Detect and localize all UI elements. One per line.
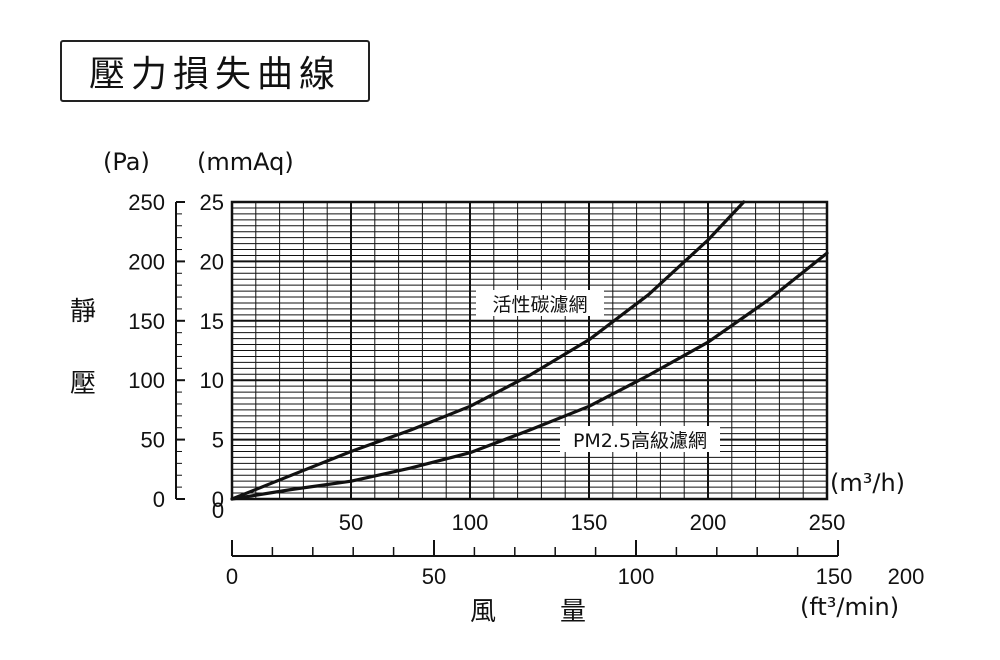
x2-tick-label: 50 [422,564,446,589]
y-tick-label-pa: 0 [153,487,165,512]
y-tick-label-pa: 150 [128,309,165,334]
series-activated-carbon-curve [230,200,746,501]
y-tick-label-mmaq: 0 [212,487,224,512]
series-layer [230,200,829,501]
y-tick-label-pa: 250 [128,190,165,215]
y-tick-label-pa: 200 [128,249,165,274]
x2-unit-cfm: (ft³/min) [800,593,899,621]
x-tick-label: 150 [571,510,608,535]
x-tick-label: 100 [452,510,489,535]
x-axis-title-char-1: 風 [470,597,496,627]
grid [230,200,829,501]
x-axis-title-char-2: 量 [560,597,586,627]
y-tick-label-pa: 100 [128,368,165,393]
series-label-pm25: PM2.5高級濾網 [573,430,707,452]
x2-tick-label: 100 [618,564,655,589]
series-label-bg [560,426,720,452]
plot-border [230,200,829,501]
x2-tick-label: 0 [226,564,238,589]
y-unit-pa: (Pa) [103,148,150,176]
y-tick-label-mmaq: 25 [200,190,224,215]
y-tick-label-mmaq: 10 [200,368,224,393]
series-label-bg [476,290,604,316]
x-tick-label: 50 [339,510,363,535]
y-tick-label-mmaq: 15 [200,309,224,334]
series-pm25-curve [230,251,829,501]
chart-title: 壓力損失曲線 [60,40,370,102]
series-label-activated-carbon: 活性碳濾網 [492,294,587,316]
y-axis-title-char-2: 壓 [70,369,96,399]
x2-tick-label: 150 [816,564,853,589]
y-axis-title-char-1: 靜 [70,297,96,327]
x-axis-title: 風量 [470,597,586,627]
x-tick-label: 200 [690,510,727,535]
y-tick-label-mmaq: 5 [212,428,224,453]
y-unit-mmaq: (mmAq) [197,148,294,176]
x-unit-m3h: (m³/h) [830,469,905,497]
y-tick-label-pa: 50 [141,428,165,453]
curve-labels: 活性碳濾網 PM2.5高級濾網 [476,290,720,452]
x-tick-label: 250 [809,510,846,535]
x-tick-label-origin: 0 [212,498,224,523]
y-tick-label-mmaq: 20 [200,249,224,274]
x2-tick-label: 200 [888,564,925,589]
